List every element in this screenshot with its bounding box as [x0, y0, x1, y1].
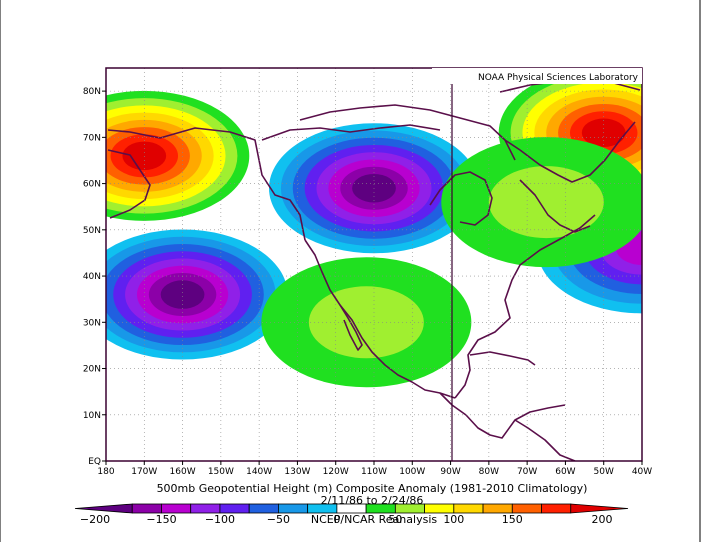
colorbar-swatch [248, 503, 279, 514]
coast-hudson-bay [429, 171, 493, 226]
coast-alaska [107, 127, 306, 241]
credit-box [432, 68, 642, 84]
colorbar-label: −50 [267, 513, 290, 526]
lon-tick-label: 140W [246, 467, 272, 477]
lon-tick-label: 90W [440, 467, 460, 477]
colorbar-arrow-low [74, 503, 133, 514]
graticule [106, 68, 642, 461]
colorbar-swatch [541, 503, 572, 514]
colorbar-labels: −200 −150 −100 −50 0 50 100 150 200 [80, 513, 613, 526]
colorbar-swatch [219, 503, 250, 514]
lat-tick-label: 70N [83, 133, 101, 143]
lon-tick-label: 180 [97, 467, 114, 477]
lon-tick-label: 40W [632, 467, 652, 477]
lon-tick-label: 160W [170, 467, 196, 477]
colorbar [74, 503, 629, 514]
coast-gulf [454, 214, 596, 399]
anomaly-center-7 [441, 137, 642, 268]
anomaly-field [106, 68, 642, 461]
colorbar-swatch [453, 503, 484, 514]
anomaly-center-1 [106, 229, 288, 360]
colorbar-label: 150 [502, 513, 523, 526]
colorbar-swatch [307, 503, 338, 514]
colorbar-label: −100 [205, 513, 235, 526]
colorbar-swatch [424, 503, 455, 514]
coast-cuba [469, 351, 536, 366]
colorbar-swatch [278, 503, 309, 514]
coast-arctic-islands [299, 104, 516, 161]
colorbar-arrow-high [570, 503, 629, 514]
lat-tick-label: 50N [83, 226, 101, 236]
lat-tick-label: 10N [83, 411, 101, 421]
lon-tick-label: 70W [517, 467, 537, 477]
colorbar-swatch [131, 503, 162, 514]
lat-tick-label: 80N [83, 87, 101, 97]
colorbar-label: 0 [333, 513, 340, 526]
coast-central-america [439, 392, 566, 439]
lat-tick-label: 40N [83, 272, 101, 282]
colorbar-swatch [394, 503, 425, 514]
anomaly-center-4 [106, 90, 250, 221]
lon-tick-label: 150W [208, 467, 234, 477]
colorbar-label: −200 [80, 513, 110, 526]
lon-tick-label: 80W [479, 467, 499, 477]
lon-tick-label: 50W [594, 467, 614, 477]
colorbar-swatch [365, 503, 396, 514]
lat-tick-label: EQ [88, 457, 101, 467]
coast-south-america [514, 419, 576, 461]
lon-tick-label: 110W [361, 467, 387, 477]
colorbar-swatch [190, 503, 221, 514]
lat-tick-label: 20N [83, 365, 101, 375]
coast-north-america-west [304, 239, 456, 399]
colorbar-label: 100 [443, 513, 464, 526]
colorbar-label: −150 [146, 513, 176, 526]
coast-alaska-west [107, 149, 151, 219]
coast-baja [339, 304, 363, 351]
lat-tick-label: 60N [83, 180, 101, 190]
colorbar-label: 200 [592, 513, 613, 526]
coastlines [107, 79, 641, 461]
lon-tick-label: 100W [399, 467, 425, 477]
longitude-ticks: 180 170W 160W 150W 140W 130W 120W 110W 100W 90W 80… [97, 461, 652, 477]
figure-title: 500mb Geopotential Height (m) Composite … [157, 482, 588, 495]
figure-source: NCEP/NCAR Reanalysis [311, 513, 437, 526]
colorbar-swatch [482, 503, 513, 514]
lon-tick-label: 60W [555, 467, 575, 477]
credit-text: NOAA Physical Sciences Laboratory [478, 73, 639, 83]
lon-tick-label: 170W [131, 467, 157, 477]
coast-canada-north [261, 124, 441, 141]
lon-tick-label: 130W [284, 467, 310, 477]
coast-labrador [519, 179, 591, 233]
lon-tick-label: 120W [323, 467, 349, 477]
colorbar-swatch [511, 503, 542, 514]
latitude-ticks: EQ 10N 20N 30N 40N 50N 60N 70N 80N [83, 87, 106, 467]
colorbar-swatch [161, 503, 192, 514]
colorbar-swatch [336, 503, 367, 514]
colorbar-label: 50 [388, 513, 402, 526]
lat-tick-label: 30N [83, 318, 101, 328]
